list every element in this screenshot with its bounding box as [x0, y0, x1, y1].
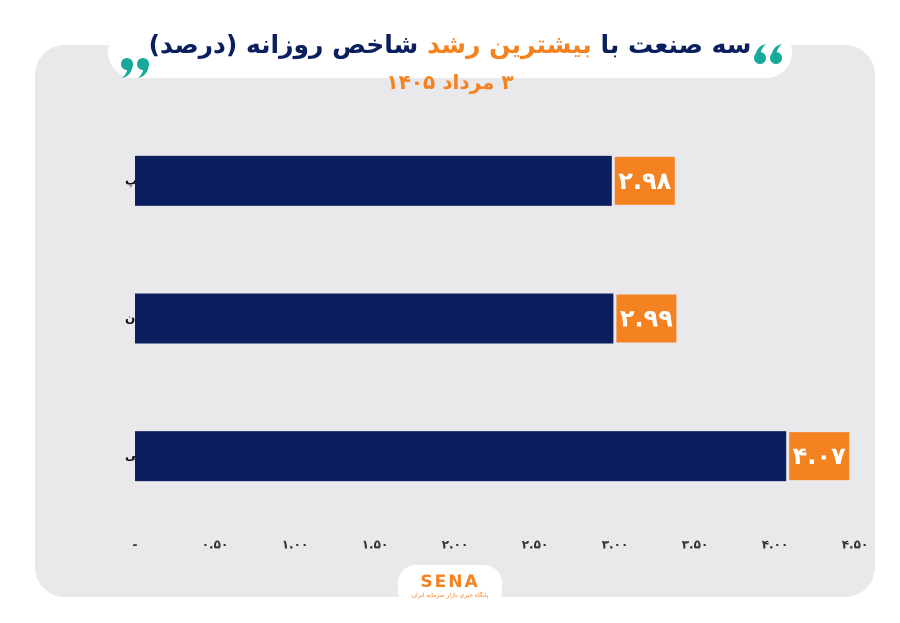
chart-title: سه صنعت با بیشترین رشد شاخص روزانه (درصد… — [140, 30, 760, 59]
bar — [135, 155, 612, 206]
x-tick-label: ۲.۰۰ — [442, 538, 469, 552]
tagline: پایگاه خبری بازار سرمایه ایران — [411, 592, 489, 599]
bar — [135, 293, 614, 344]
x-tick-label: ۱.۵۰ — [362, 538, 389, 552]
x-tick-label: ۴.۵۰ — [842, 538, 869, 552]
title-start: سه صنعت با — [600, 30, 752, 59]
x-tick-label: ۱.۰۰ — [282, 538, 309, 552]
bar — [135, 431, 787, 482]
x-tick-label: ۰.۵۰ — [202, 538, 229, 552]
logo-pill — [398, 565, 502, 609]
logo: SENA پایگاه خبری بازار سرمایه ایران — [405, 572, 495, 599]
value-label: ۲.۹۸ — [618, 167, 671, 195]
value-label: ۲.۹۹ — [620, 305, 673, 333]
plot: -۰.۵۰۱.۰۰۱.۵۰۲.۰۰۲.۵۰۳.۰۰۳.۵۰۴.۰۰۴.۵۰انت… — [125, 155, 869, 552]
value-label: ۴.۰۷ — [793, 442, 846, 470]
logo-text: SENA — [420, 572, 480, 592]
x-tick-label: ۳.۰۰ — [602, 538, 629, 552]
title-end: شاخص روزانه (درصد) — [148, 30, 419, 59]
title-highlight: بیشترین رشد — [426, 30, 592, 59]
value-label-box — [616, 294, 677, 343]
value-label-box — [789, 432, 850, 481]
quote-marks — [121, 44, 782, 78]
title-pill — [108, 26, 792, 78]
x-tick-label: - — [133, 538, 138, 552]
value-label-box — [614, 156, 675, 205]
x-tick-label: ۴.۰۰ — [762, 538, 789, 552]
chart-subtitle: ۳ مرداد ۱۴۰۵ — [386, 70, 514, 94]
x-tick-label: ۳.۵۰ — [682, 538, 709, 552]
x-tick-label: ۲.۵۰ — [522, 538, 549, 552]
